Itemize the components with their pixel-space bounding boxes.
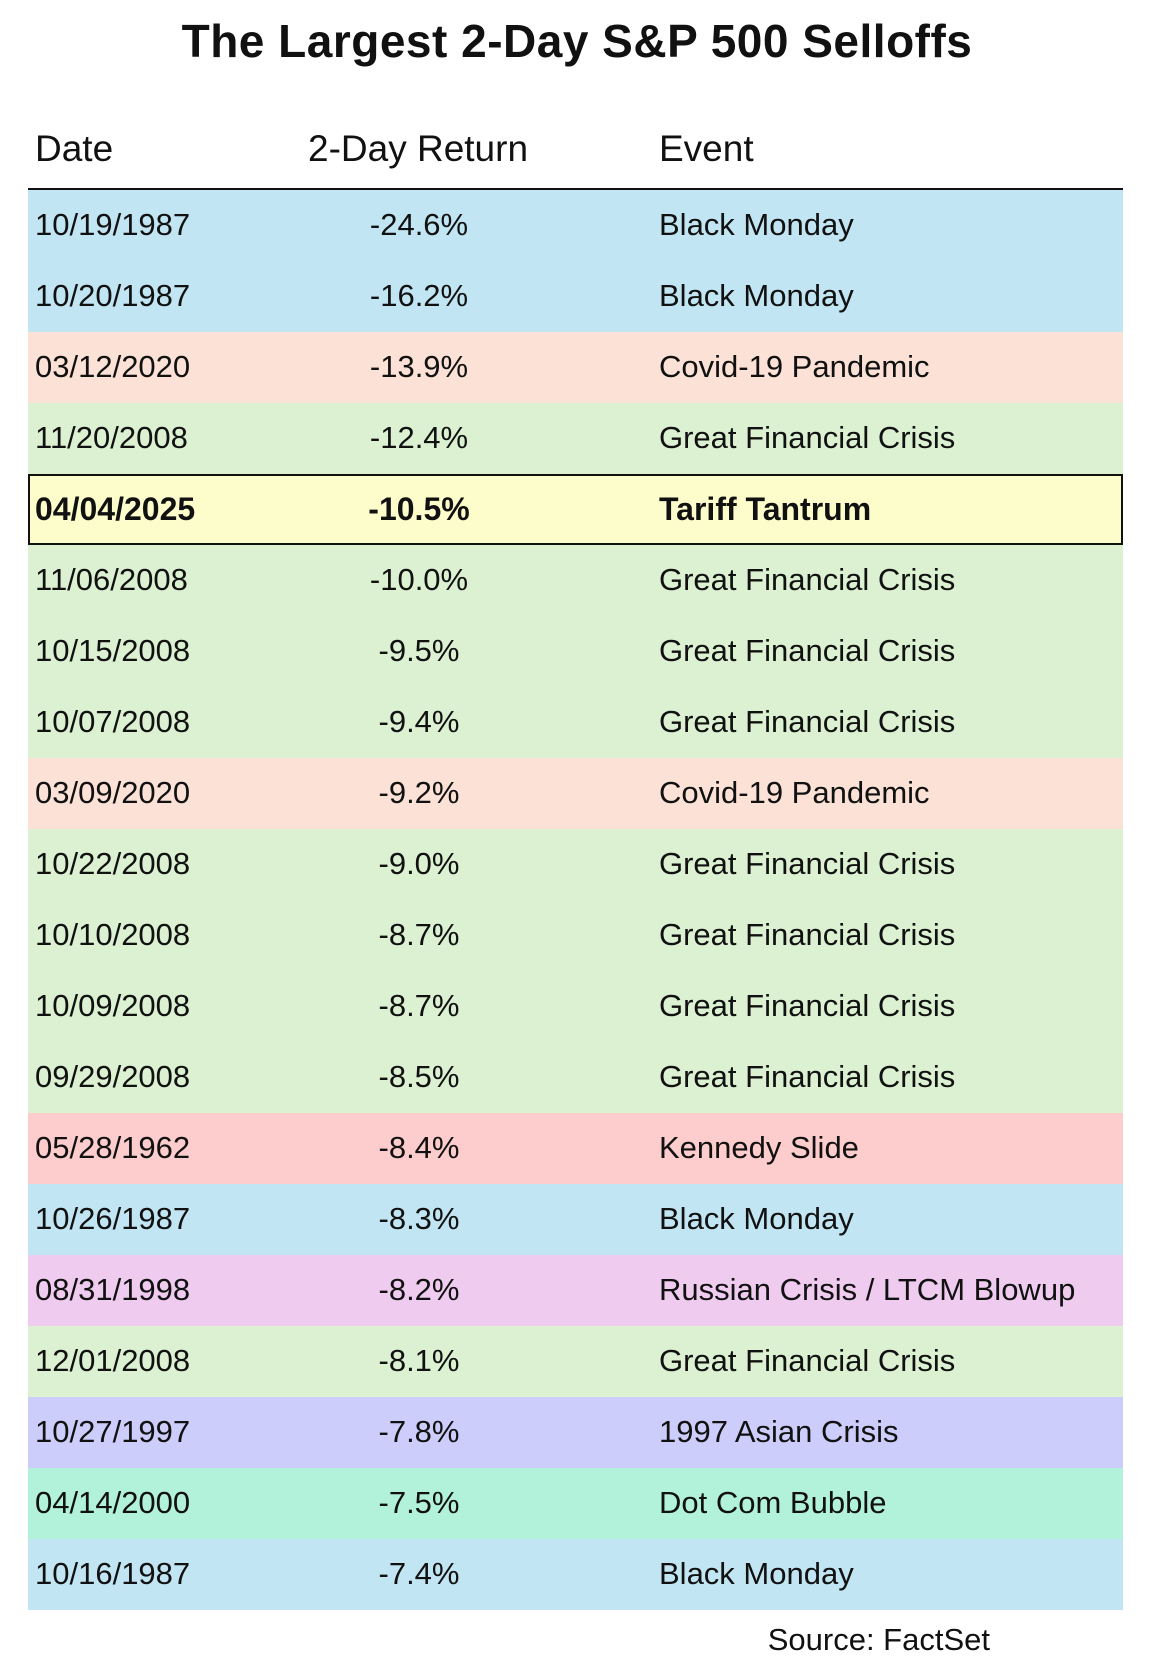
event-cell: Dot Com Bubble: [659, 1485, 887, 1520]
table-row: 12/01/2008 -8.1% Great Financial Crisis: [28, 1326, 1123, 1397]
return-value: -9.4%: [378, 704, 460, 739]
event-cell: Black Monday: [659, 207, 854, 242]
date-cell: 08/31/1998: [35, 1272, 191, 1307]
event-cell: Great Financial Crisis: [659, 846, 956, 881]
event-cell: Great Financial Crisis: [659, 917, 956, 952]
table-row: 08/31/1998 -8.2% Russian Crisis / LTCM Blo…: [28, 1255, 1123, 1326]
event-cell: Great Financial Crisis: [659, 562, 956, 597]
table-row: 10/19/1987 -24.6% Black Monday: [28, 190, 1123, 261]
return-value: -24.6%: [369, 207, 469, 242]
return-value: -8.1%: [378, 1343, 460, 1378]
table-row: 10/07/2008 -9.4% Great Financial Crisis: [28, 687, 1123, 758]
table-row-highlighted: 04/04/2025 -10.5% Tariff Tantrum: [28, 474, 1123, 545]
return-value: -8.7%: [378, 988, 460, 1023]
date-cell: 09/29/2008: [35, 1059, 191, 1094]
table-row: 10/27/1997 -7.8% 1997 Asian Crisis: [28, 1397, 1123, 1468]
date-cell: 05/28/1962: [35, 1130, 191, 1165]
return-value: -8.3%: [378, 1201, 460, 1236]
source-note: Source: FactSet: [767, 1622, 990, 1657]
date-cell: 04/04/2025: [35, 491, 196, 527]
event-cell: Kennedy Slide: [659, 1130, 859, 1165]
date-cell: 03/12/2020: [35, 349, 191, 384]
date-cell: 10/15/2008: [35, 633, 191, 668]
date-cell: 10/26/1987: [35, 1201, 191, 1236]
date-cell: 10/27/1997: [35, 1414, 191, 1449]
return-value: -10.0%: [369, 562, 469, 597]
return-value: -10.5%: [368, 491, 470, 527]
return-value: -7.8%: [378, 1414, 460, 1449]
column-header-event: Event: [659, 128, 754, 169]
table-row: 11/20/2008 -12.4% Great Financial Crisis: [28, 403, 1123, 474]
date-cell: 10/07/2008: [35, 704, 191, 739]
table-row: 11/06/2008 -10.0% Great Financial Crisis: [28, 545, 1123, 616]
event-cell: Black Monday: [659, 1201, 854, 1236]
return-value: -8.4%: [378, 1130, 460, 1165]
return-value: -16.2%: [369, 278, 469, 313]
event-cell: Great Financial Crisis: [659, 988, 956, 1023]
table-row: 10/15/2008 -9.5% Great Financial Crisis: [28, 616, 1123, 687]
table-row: 10/16/1987 -7.4% Black Monday: [28, 1539, 1123, 1610]
table-body: 10/19/1987 -24.6% Black Monday 10/20/1987 -1…: [28, 190, 1123, 1610]
event-cell: Covid-19 Pandemic: [659, 775, 930, 810]
return-value: -8.7%: [378, 917, 460, 952]
event-cell: Russian Crisis / LTCM Blowup: [659, 1272, 1076, 1307]
return-value: -13.9%: [369, 349, 469, 384]
return-value: -9.5%: [378, 633, 460, 668]
return-value: -7.5%: [378, 1485, 460, 1520]
table-row: 10/20/1987 -16.2% Black Monday: [28, 261, 1123, 332]
chart-title: The Largest 2-Day S&P 500 Selloffs: [181, 15, 973, 67]
return-value: -7.4%: [378, 1556, 460, 1591]
event-cell: Covid-19 Pandemic: [659, 349, 930, 384]
event-cell: 1997 Asian Crisis: [659, 1414, 899, 1449]
return-value: -9.2%: [378, 775, 460, 810]
column-header-date: Date: [35, 128, 114, 169]
selloffs-table: Date 2-Day Return Event 10/19/1987 -24.6%…: [28, 112, 1123, 1610]
date-cell: 10/16/1987: [35, 1556, 191, 1591]
table-row: 10/26/1987 -8.3% Black Monday: [28, 1184, 1123, 1255]
event-cell: Great Financial Crisis: [659, 1059, 956, 1094]
event-cell: Great Financial Crisis: [659, 420, 956, 455]
date-cell: 10/19/1987: [35, 207, 191, 242]
event-cell: Great Financial Crisis: [659, 1343, 956, 1378]
date-cell: 10/10/2008: [35, 917, 191, 952]
return-value: -8.5%: [378, 1059, 460, 1094]
date-cell: 12/01/2008: [35, 1343, 191, 1378]
event-cell: Tariff Tantrum: [659, 491, 872, 527]
column-header-return: 2-Day Return: [308, 128, 529, 169]
event-cell: Black Monday: [659, 278, 854, 313]
table-row: 03/09/2020 -9.2% Covid-19 Pandemic: [28, 758, 1123, 829]
date-cell: 10/20/1987: [35, 278, 191, 313]
table-row: 03/12/2020 -13.9% Covid-19 Pandemic: [28, 332, 1123, 403]
date-cell: 11/20/2008: [35, 420, 188, 455]
table-header: Date 2-Day Return Event: [28, 112, 1123, 190]
event-cell: Black Monday: [659, 1556, 854, 1591]
date-cell: 11/06/2008: [35, 562, 188, 597]
table-row: 10/22/2008 -9.0% Great Financial Crisis: [28, 829, 1123, 900]
date-cell: 10/22/2008: [35, 846, 191, 881]
return-value: -8.2%: [378, 1272, 460, 1307]
event-cell: Great Financial Crisis: [659, 633, 956, 668]
date-cell: 04/14/2000: [35, 1485, 191, 1520]
event-cell: Great Financial Crisis: [659, 704, 956, 739]
date-cell: 10/09/2008: [35, 988, 191, 1023]
table-row: 09/29/2008 -8.5% Great Financial Crisis: [28, 1042, 1123, 1113]
table-row: 10/10/2008 -8.7% Great Financial Crisis: [28, 900, 1123, 971]
table-row: 10/09/2008 -8.7% Great Financial Crisis: [28, 971, 1123, 1042]
table-row: 04/14/2000 -7.5% Dot Com Bubble: [28, 1468, 1123, 1539]
table-row: 05/28/1962 -8.4% Kennedy Slide: [28, 1113, 1123, 1184]
date-cell: 03/09/2020: [35, 775, 191, 810]
return-value: -9.0%: [378, 846, 460, 881]
return-value: -12.4%: [369, 420, 469, 455]
